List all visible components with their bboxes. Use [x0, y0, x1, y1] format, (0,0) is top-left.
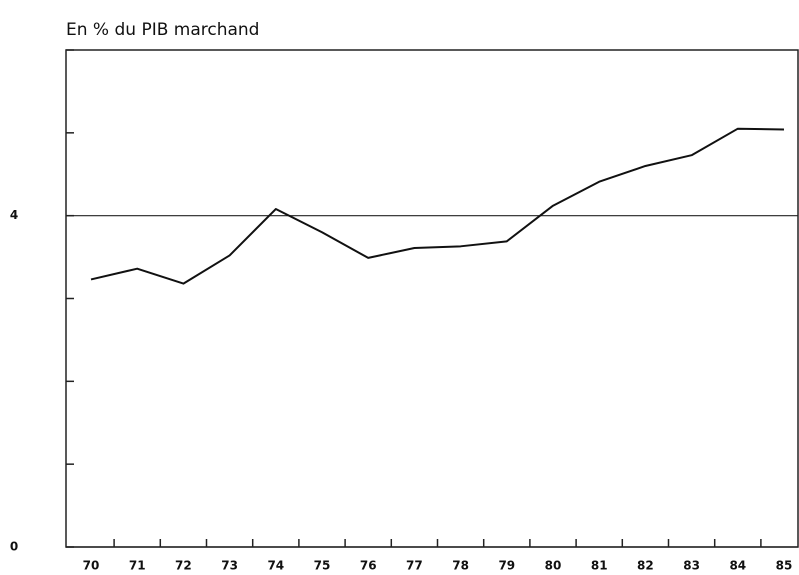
y-tick-label: 0: [10, 540, 18, 554]
x-tick-label: 79: [498, 559, 515, 573]
x-tick-label: 82: [637, 559, 654, 573]
x-tick-label: 84: [729, 559, 746, 573]
y-tick-label: 4: [10, 208, 18, 222]
x-tick-label: 74: [267, 559, 284, 573]
x-tick-label: 83: [683, 559, 700, 573]
x-tick-label: 76: [360, 559, 377, 573]
x-tick-label: 78: [452, 559, 469, 573]
x-tick-label: 70: [83, 559, 100, 573]
x-tick-label: 80: [545, 559, 562, 573]
x-tick-label: 71: [129, 559, 146, 573]
x-tick-label: 85: [776, 559, 793, 573]
x-tick-label: 75: [314, 559, 331, 573]
x-tick-label: 73: [221, 559, 238, 573]
data-line: [90, 127, 785, 285]
x-tick-label: 81: [591, 559, 608, 573]
chart-title: En % du PIB marchand: [66, 20, 259, 40]
x-tick-label: 77: [406, 559, 423, 573]
x-tick-label: 72: [175, 559, 192, 573]
plot-frame: [65, 49, 799, 548]
